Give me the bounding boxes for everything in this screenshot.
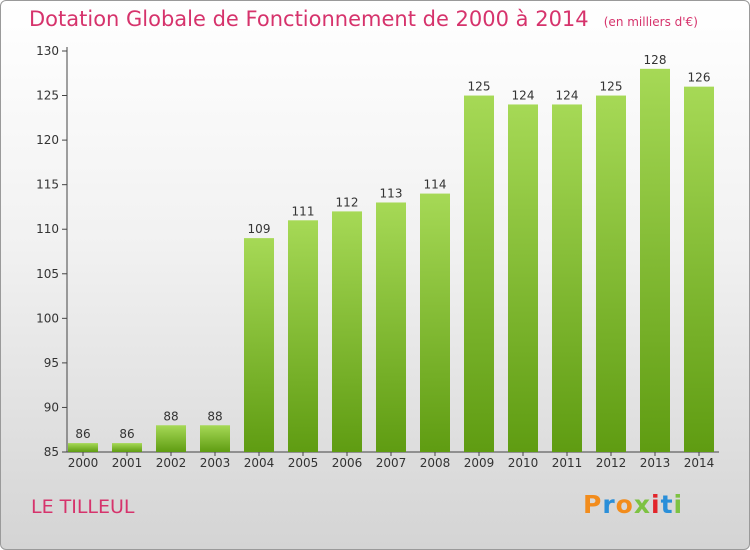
- title-row: Dotation Globale de Fonctionnement de 20…: [29, 7, 698, 31]
- brand-letter: r: [602, 490, 616, 519]
- x-tick-label: 2009: [464, 456, 495, 470]
- x-tick-label: 2007: [376, 456, 407, 470]
- y-tick-label: 105: [36, 267, 59, 281]
- chart-title: Dotation Globale de Fonctionnement de 20…: [29, 7, 589, 31]
- x-tick-label: 2008: [420, 456, 451, 470]
- y-tick-label: 125: [36, 89, 59, 103]
- data-label: 125: [600, 80, 623, 94]
- x-tick-label: 2012: [596, 456, 627, 470]
- bar: [640, 68, 670, 453]
- y-tick-label: 130: [36, 44, 59, 58]
- data-label: 124: [512, 88, 535, 102]
- bar: [420, 193, 450, 453]
- data-label: 86: [119, 427, 134, 441]
- bar: [332, 211, 362, 452]
- chart-unit-note: (en milliers d'€): [603, 15, 698, 29]
- bar: [684, 86, 714, 453]
- data-label: 88: [207, 409, 222, 423]
- bar: [156, 425, 186, 452]
- y-tick-label: 120: [36, 133, 59, 147]
- data-label: 125: [468, 80, 491, 94]
- bar: [200, 425, 230, 452]
- x-tick-label: 2003: [200, 456, 231, 470]
- data-label: 109: [248, 222, 271, 236]
- bar: [376, 202, 406, 452]
- brand-letter: P: [583, 490, 603, 519]
- brand-letter: i: [673, 490, 684, 519]
- data-label: 126: [688, 71, 711, 85]
- bar: [244, 238, 274, 452]
- x-tick-label: 2005: [288, 456, 319, 470]
- data-label: 113: [380, 186, 403, 200]
- brand-letter: i: [651, 490, 661, 519]
- bar: [508, 104, 538, 452]
- brand-letter: o: [615, 490, 634, 519]
- bar: [112, 443, 142, 452]
- bar: [464, 95, 494, 453]
- x-tick-label: 2014: [684, 456, 715, 470]
- bar: [552, 104, 582, 452]
- data-label: 124: [556, 88, 579, 102]
- x-tick-label: 2011: [552, 456, 583, 470]
- x-tick-label: 2004: [244, 456, 275, 470]
- x-tick-label: 2001: [112, 456, 143, 470]
- x-tick-label: 2013: [640, 456, 671, 470]
- brand-letter: t: [660, 490, 674, 519]
- data-label: 128: [644, 53, 667, 67]
- brand-letter: x: [633, 490, 651, 519]
- y-tick-label: 110: [36, 222, 59, 236]
- commune-name: LE TILLEUL: [31, 496, 135, 518]
- data-label: 88: [163, 409, 178, 423]
- y-tick-label: 85: [44, 445, 59, 459]
- y-tick-label: 115: [36, 178, 59, 192]
- x-tick-label: 2000: [68, 456, 99, 470]
- data-label: 112: [336, 195, 359, 209]
- y-tick-label: 95: [44, 356, 59, 370]
- x-tick-label: 2002: [156, 456, 187, 470]
- bar: [68, 443, 98, 452]
- x-tick-label: 2010: [508, 456, 539, 470]
- y-tick-label: 100: [36, 311, 59, 325]
- data-label: 86: [75, 427, 90, 441]
- y-tick-label: 90: [44, 400, 59, 414]
- data-label: 111: [292, 204, 315, 218]
- brand-logo[interactable]: Proxiti: [583, 490, 683, 519]
- bar: [596, 95, 626, 453]
- bar: [288, 220, 318, 452]
- data-label: 114: [424, 178, 447, 192]
- x-tick-label: 2006: [332, 456, 363, 470]
